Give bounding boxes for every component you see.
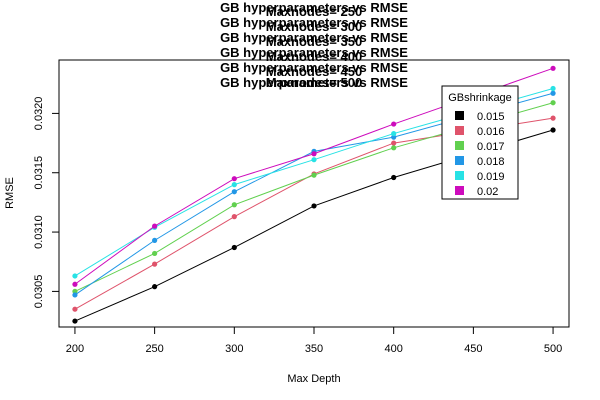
series-line <box>74 92 554 296</box>
data-point <box>311 203 317 209</box>
chart-title-line: GB hyperparameters vs RMSE <box>220 0 408 15</box>
y-axis: 0.0305 0.0310 0.0315 0.0320 <box>33 97 60 309</box>
data-point <box>231 182 237 188</box>
chart-title-line: GB hyperparameters vs RMSE <box>220 15 408 30</box>
chart-title-line: Maxnodes= 350 <box>266 34 362 49</box>
chart-title-line: GB hyperparameters vs RMSE <box>220 75 408 90</box>
x-tick-label: 300 <box>225 343 243 355</box>
legend-title: GBshrinkage <box>448 92 512 104</box>
data-point <box>152 261 158 267</box>
legend-items: 0.015 0.016 0.017 0.018 0.019 0.02 <box>455 111 505 198</box>
series-0.018 <box>72 90 556 298</box>
chart-title-line: Maxnodes= 450 <box>266 64 362 79</box>
chart-title-line: GB hyperparameters vs RMSE <box>220 30 408 45</box>
data-point <box>550 127 556 133</box>
legend-swatch <box>455 186 464 195</box>
x-axis-label: Max Depth <box>287 373 340 385</box>
data-point <box>72 292 78 298</box>
chart-title-line: GB hyperparameters vs RMSE <box>220 45 408 60</box>
series-line <box>74 117 554 310</box>
data-point <box>311 151 317 157</box>
data-point <box>231 214 237 220</box>
y-tick-label: 0.0310 <box>33 215 45 249</box>
data-point <box>152 250 158 257</box>
legend-label: 0.018 <box>477 156 505 168</box>
data-point <box>72 281 78 287</box>
legend-label: 0.016 <box>477 126 505 138</box>
data-point <box>152 284 158 290</box>
x-tick-label: 450 <box>464 343 482 355</box>
x-tick-label: 250 <box>145 343 163 355</box>
data-point <box>391 174 397 181</box>
data-point <box>72 306 78 312</box>
data-point <box>72 318 78 324</box>
data-point <box>550 115 556 121</box>
data-point <box>231 244 237 251</box>
series-0.015 <box>72 127 556 324</box>
legend: GBshrinkage 0.0150.0160.0170.0180.0190.0… <box>441 85 519 200</box>
data-point <box>391 130 397 137</box>
data-point <box>152 237 158 243</box>
x-axis: 200 250 300 350 400 450 500 <box>66 326 562 355</box>
data-point <box>152 223 158 229</box>
x-tick-label: 400 <box>385 343 403 355</box>
legend-swatch <box>455 111 464 120</box>
chart-title-line: Maxnodes= 250 <box>266 4 362 19</box>
series-0.016 <box>72 115 556 312</box>
x-tick-label: 350 <box>305 343 323 355</box>
data-point <box>550 100 556 106</box>
series-0.017 <box>72 100 556 294</box>
data-point <box>231 176 237 182</box>
series-0.02 <box>72 65 556 287</box>
x-tick-label: 500 <box>544 343 562 355</box>
chart-title-line: Maxnodes= 300 <box>266 19 362 34</box>
data-point <box>391 121 397 127</box>
series-line <box>74 102 554 292</box>
series-line <box>74 129 554 322</box>
data-point <box>391 140 397 146</box>
legend-label: 0.02 <box>477 186 498 198</box>
data-point <box>311 157 317 163</box>
y-tick-label: 0.0320 <box>33 97 45 131</box>
data-point <box>231 202 237 208</box>
legend-label: 0.019 <box>477 171 505 183</box>
legend-swatch <box>455 126 464 135</box>
data-point <box>550 90 556 96</box>
y-tick-label: 0.0315 <box>33 156 45 190</box>
legend-label: 0.015 <box>477 111 505 123</box>
chart-title-line: GB hyperparameters vs RMSE <box>220 60 408 75</box>
legend-swatch <box>455 171 464 180</box>
x-tick-label: 200 <box>66 343 84 355</box>
legend-swatch <box>455 141 464 150</box>
series-group <box>72 65 556 324</box>
legend-label: 0.017 <box>477 141 505 153</box>
chart-title-line: Maxnodes= 500 <box>266 75 362 90</box>
data-point <box>72 273 78 279</box>
y-axis-label: RMSE <box>4 177 16 209</box>
data-point <box>391 134 397 140</box>
data-point <box>550 65 556 71</box>
data-point <box>231 189 237 195</box>
data-point <box>311 172 317 178</box>
series-line <box>74 67 554 285</box>
data-point <box>72 288 78 294</box>
legend-swatch <box>455 156 464 165</box>
data-point <box>391 145 397 151</box>
legend-box <box>441 85 519 200</box>
y-tick-label: 0.0305 <box>33 275 45 309</box>
data-point <box>550 85 556 92</box>
